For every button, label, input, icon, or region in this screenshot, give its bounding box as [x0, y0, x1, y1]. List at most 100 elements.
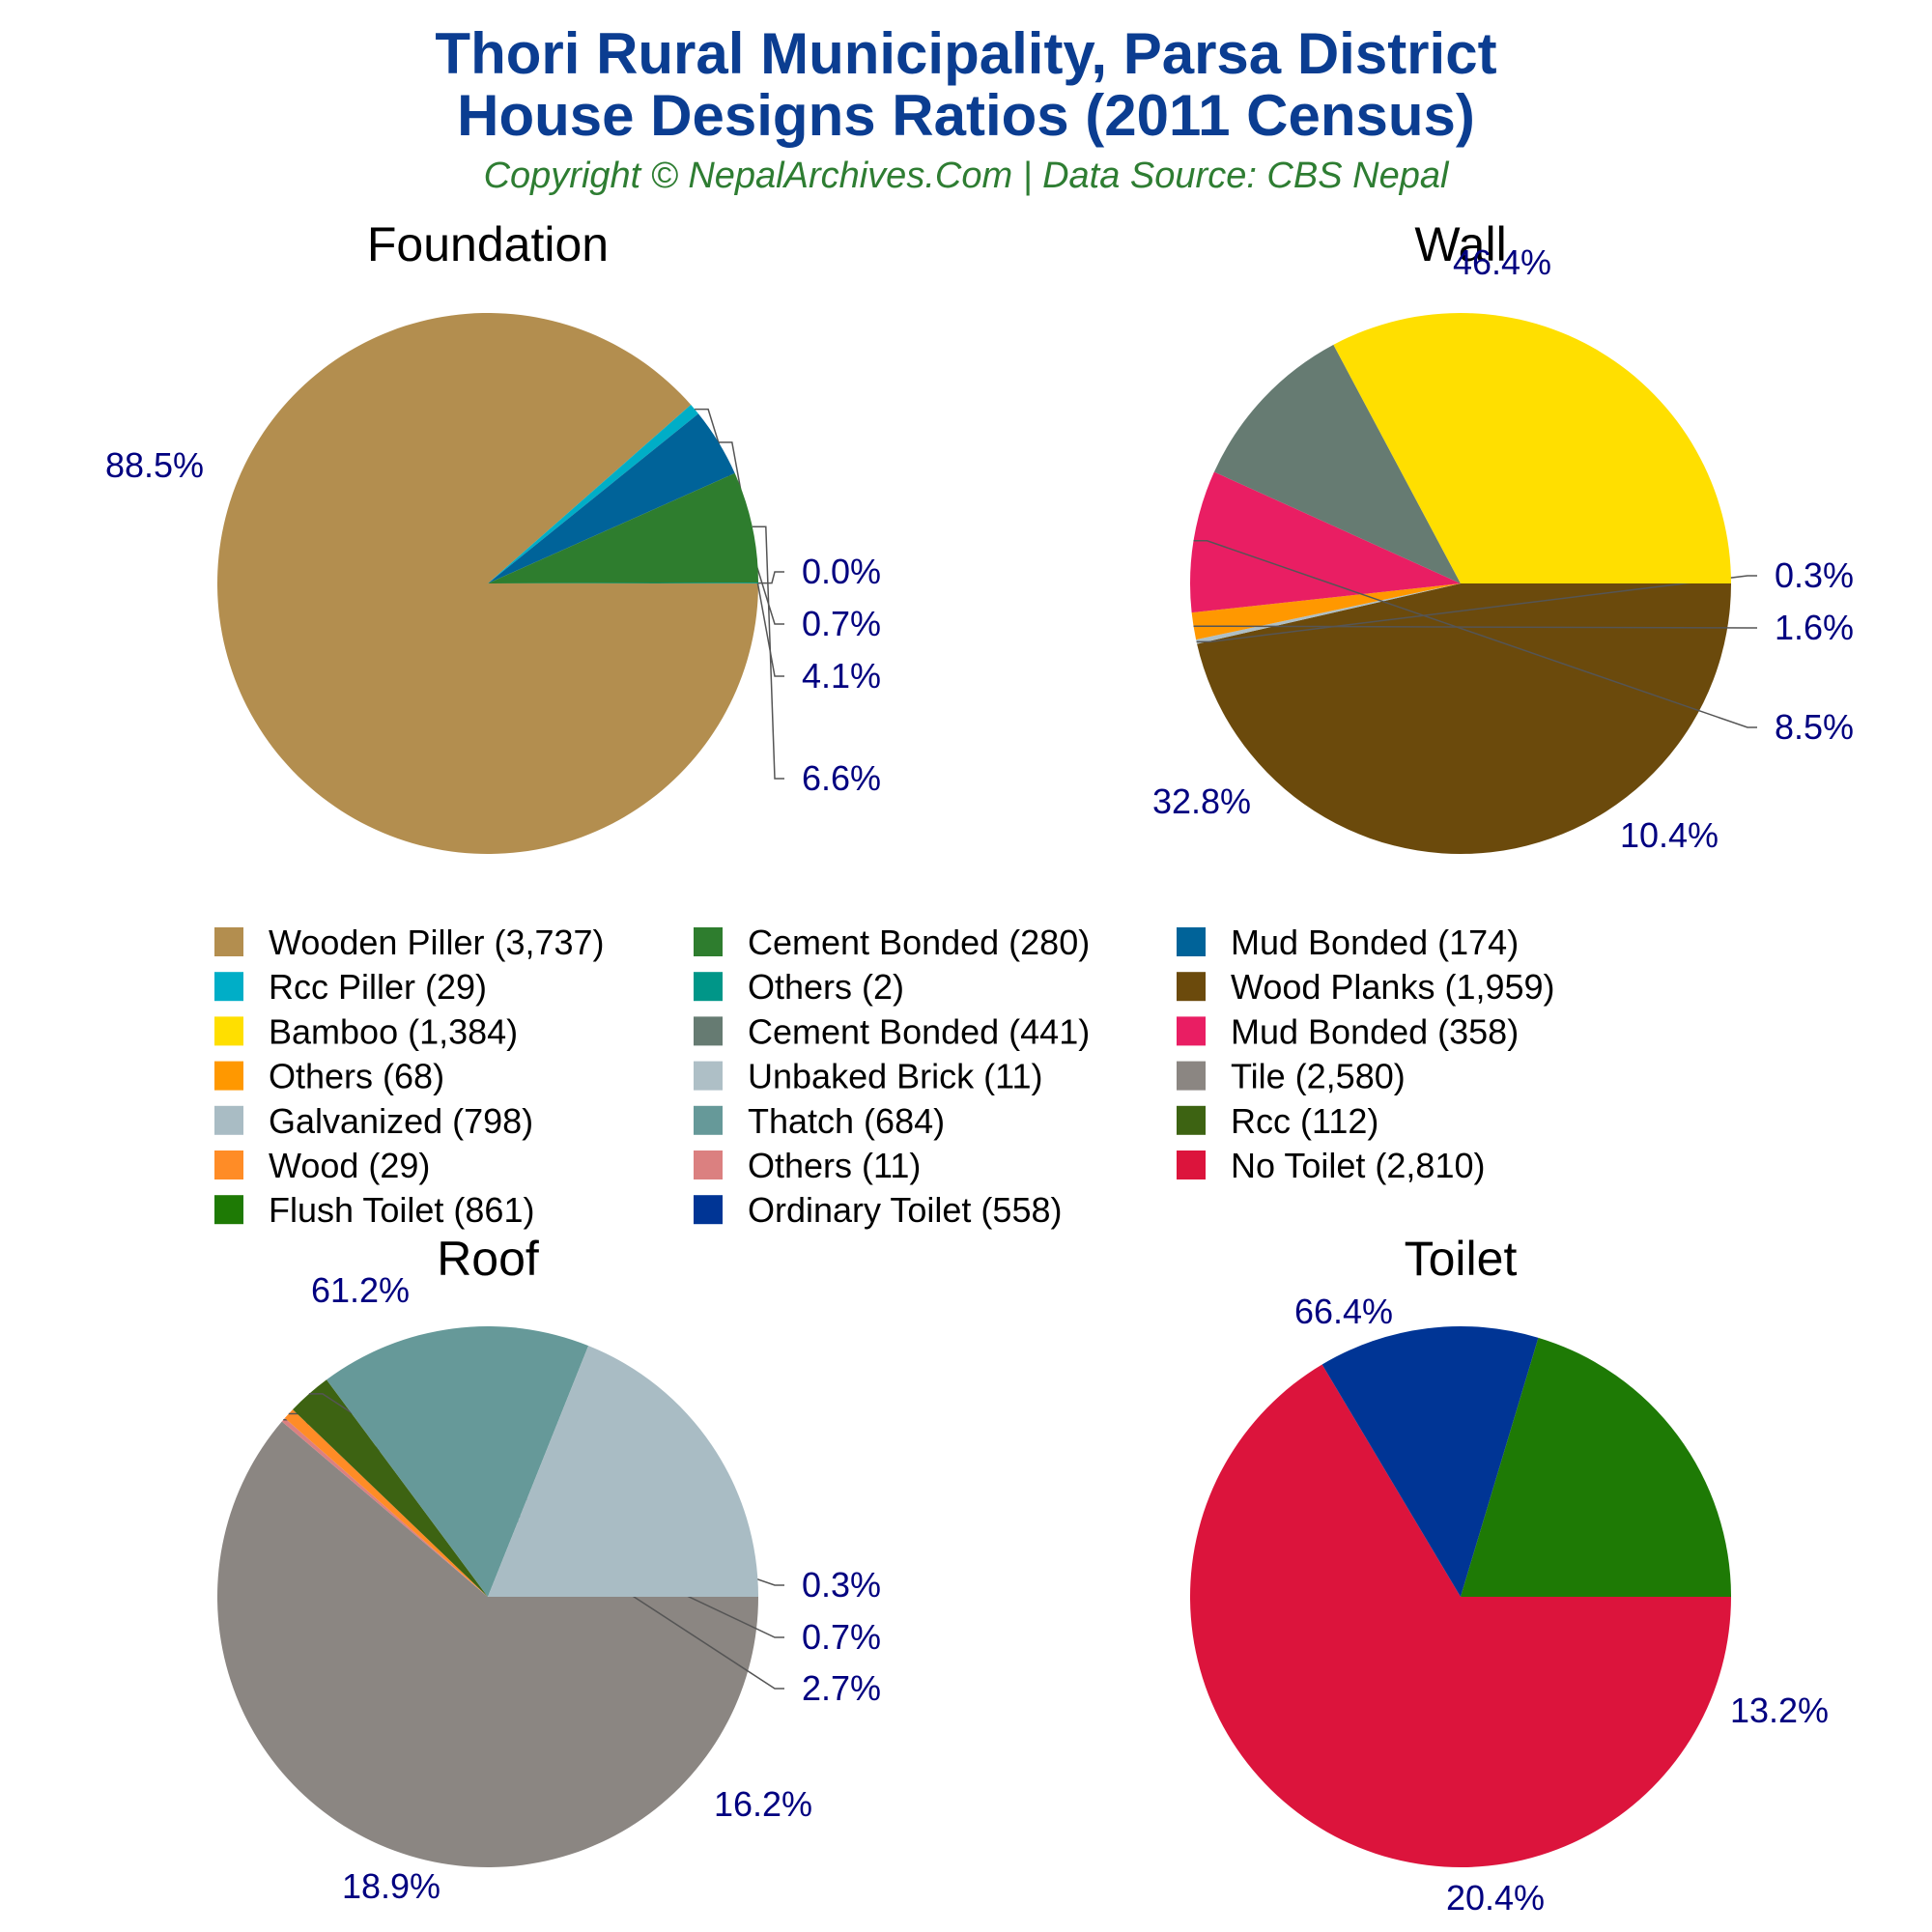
- legend-swatch: [1177, 1151, 1206, 1179]
- pie-slice-wall-wood-planks: [1197, 583, 1731, 854]
- legend-swatch: [694, 1195, 723, 1225]
- legend-swatch: [694, 927, 723, 956]
- legend-label: Cement Bonded (280): [748, 923, 1090, 962]
- legend-label: Wood Planks (1,959): [1231, 967, 1555, 1007]
- legend-item-wooden-piller-3-737: Wooden Piller (3,737): [214, 923, 605, 962]
- pct-label-roof-tile: 61.2%: [311, 1270, 410, 1310]
- legend-label: Mud Bonded (358): [1231, 1011, 1519, 1051]
- legend-label: Mud Bonded (174): [1231, 923, 1519, 962]
- leader-line: [758, 571, 784, 584]
- pct-label-toilet-ordinary-toilet: 13.2%: [1730, 1690, 1829, 1730]
- pie-slice-toilet-flush-toilet: [1461, 1337, 1731, 1597]
- pct-label-wall-wood-planks: 46.4%: [1453, 242, 1551, 282]
- legend-item-others-2: Others (2): [694, 967, 904, 1007]
- chart-title-line1: Thori Rural Municipality, Parsa District: [435, 21, 1496, 86]
- pie-slice-toilet-no-toilet: [1190, 1364, 1731, 1868]
- pie-title: Wall: [1414, 217, 1506, 271]
- pie-slice-toilet-ordinary-toilet: [1321, 1326, 1539, 1597]
- legend-label: Wood (29): [269, 1146, 430, 1185]
- legend-swatch: [214, 1195, 243, 1225]
- pie-slice-wall-bamboo: [1333, 312, 1731, 583]
- leader-line: [752, 526, 784, 780]
- leader-line: [1193, 540, 1757, 728]
- chart-subtitle: Copyright © NepalArchives.Com | Data Sou…: [484, 156, 1450, 196]
- legend-item-thatch-684: Thatch (684): [694, 1101, 945, 1141]
- pie-slice-wall-others: [1191, 583, 1461, 640]
- pct-label-wall-mud-bonded: 8.5%: [1775, 707, 1854, 747]
- legend-item-wood-planks-1-959: Wood Planks (1,959): [1177, 967, 1555, 1007]
- pie-slice-foundation-wooden-piller: [217, 312, 758, 854]
- pct-label-roof-galvanized: 18.9%: [342, 1866, 440, 1906]
- legend-swatch: [214, 1016, 243, 1046]
- legend-label: Bamboo (1,384): [269, 1011, 518, 1051]
- pct-label-wall-bamboo: 32.8%: [1152, 781, 1251, 821]
- legend-swatch: [694, 1016, 723, 1046]
- legend-label: Rcc (112): [1231, 1101, 1378, 1141]
- pct-label-foundation-rcc-piller: 0.7%: [802, 604, 881, 643]
- legend-item-others-68: Others (68): [214, 1057, 444, 1096]
- pie-slice-roof-rcc: [292, 1379, 488, 1597]
- pie-slice-roof-tile: [217, 1421, 758, 1868]
- legend-item-flush-toilet-861: Flush Toilet (861): [214, 1190, 534, 1230]
- legend-swatch: [1177, 1061, 1206, 1091]
- pct-label-foundation-others: 0.0%: [802, 552, 881, 591]
- legend-item-galvanized-798: Galvanized (798): [214, 1101, 533, 1141]
- leader-line: [1193, 625, 1757, 629]
- legend-swatch: [214, 1151, 243, 1179]
- legend-label: Flush Toilet (861): [269, 1190, 534, 1230]
- legend-item-rcc-112: Rcc (112): [1177, 1101, 1378, 1141]
- pct-label-wall-unbaked-brick: 0.3%: [1775, 555, 1854, 595]
- legend-item-mud-bonded-174: Mud Bonded (174): [1177, 923, 1519, 962]
- legend-swatch: [1177, 1105, 1206, 1135]
- pct-label-toilet-no-toilet: 66.4%: [1294, 1292, 1393, 1331]
- legend-item-tile-2-580: Tile (2,580): [1177, 1057, 1406, 1096]
- pct-label-roof-others: 0.3%: [802, 1565, 881, 1605]
- legend-swatch: [694, 1105, 723, 1135]
- pie-roof: Roof 61.2% 0.3% 0.7% 2.7% 16.2% 18.9%: [217, 1232, 881, 1906]
- legend-item-others-11: Others (11): [694, 1146, 921, 1185]
- legend-item-rcc-piller-29: Rcc Piller (29): [214, 967, 487, 1007]
- pie-slice-roof-galvanized: [488, 1346, 758, 1597]
- legend-label: Thatch (684): [748, 1101, 945, 1141]
- legend-item-cement-bonded-280: Cement Bonded (280): [694, 923, 1090, 962]
- legend-item-wood-29: Wood (29): [214, 1146, 430, 1185]
- legend-swatch: [214, 1061, 243, 1091]
- chart-title-line2: House Designs Ratios (2011 Census): [457, 83, 1475, 148]
- legend-swatch: [1177, 972, 1206, 1002]
- pct-label-roof-rcc: 2.7%: [802, 1668, 881, 1708]
- legend-swatch: [214, 1105, 243, 1135]
- pie-slice-wall-unbaked-brick: [1196, 583, 1461, 644]
- legend-label: Wooden Piller (3,737): [269, 923, 605, 962]
- legend-label: Rcc Piller (29): [269, 967, 487, 1007]
- pie-slice-roof-others: [281, 1418, 488, 1597]
- legend-label: Tile (2,580): [1231, 1057, 1406, 1096]
- pie-slice-wall-mud-bonded: [1190, 471, 1461, 613]
- legend-label: Cement Bonded (441): [748, 1011, 1090, 1051]
- pie-toilet: Toilet 66.4% 13.2% 20.4%: [1190, 1232, 1829, 1918]
- pie-slice-foundation-cement-bonded: [488, 472, 758, 583]
- legend: Wooden Piller (3,737) Cement Bonded (280)…: [214, 923, 1555, 1230]
- pie-title: Toilet: [1405, 1232, 1518, 1286]
- pie-foundation: Foundation 88.5% 0.7% 4.1% 6.6% 0.0%: [105, 217, 881, 854]
- pct-label-roof-wood: 0.7%: [802, 1617, 881, 1657]
- pie-title: Roof: [437, 1232, 539, 1286]
- pie-slice-foundation-others: [488, 582, 759, 583]
- pie-slice-foundation-rcc-piller: [488, 405, 698, 583]
- legend-item-mud-bonded-358: Mud Bonded (358): [1177, 1011, 1519, 1051]
- pie-slice-wall-cement-bonded: [1213, 344, 1461, 583]
- pie-title: Foundation: [367, 217, 609, 271]
- legend-swatch: [694, 972, 723, 1002]
- legend-label: Galvanized (798): [269, 1101, 533, 1141]
- legend-swatch: [694, 1151, 723, 1179]
- legend-swatch: [214, 927, 243, 956]
- pie-slice-roof-wood: [284, 1409, 488, 1597]
- legend-item-bamboo-1-384: Bamboo (1,384): [214, 1011, 518, 1051]
- pct-label-wall-cement-bonded: 10.4%: [1620, 815, 1719, 855]
- legend-item-cement-bonded-441: Cement Bonded (441): [694, 1011, 1090, 1051]
- pct-label-foundation-wooden-piller: 88.5%: [105, 445, 204, 485]
- pct-label-wall-others: 1.6%: [1775, 608, 1854, 647]
- legend-item-unbaked-brick-11: Unbaked Brick (11): [694, 1057, 1042, 1096]
- pie-slice-roof-thatch: [327, 1325, 589, 1597]
- pct-label-foundation-cement-bonded: 6.6%: [802, 758, 881, 798]
